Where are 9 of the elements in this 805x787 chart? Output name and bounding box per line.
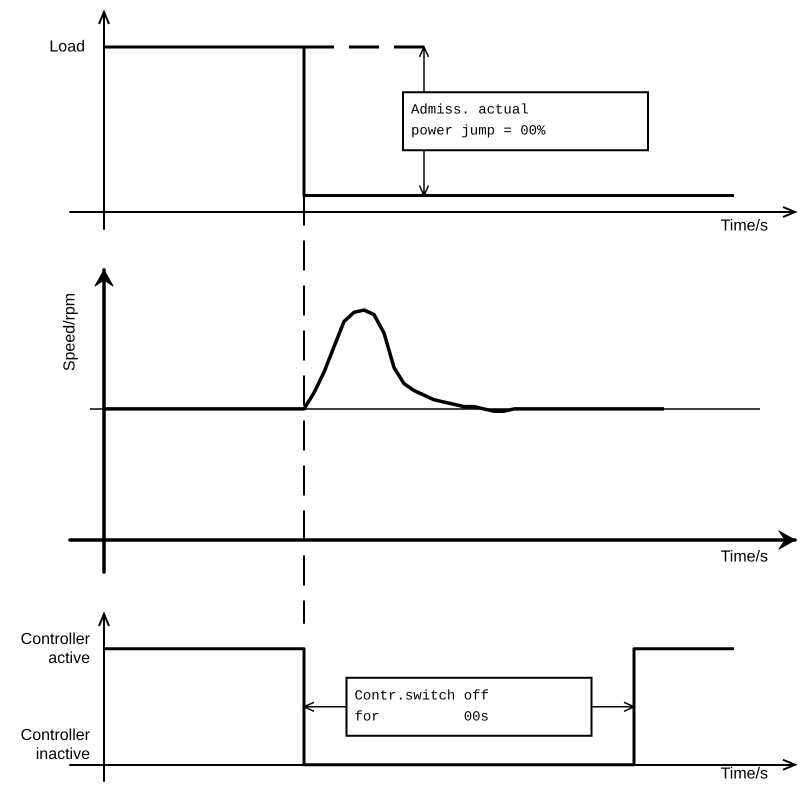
annotation: Contr.switch off for 00s bbox=[354, 688, 489, 726]
x-axis-title: Time/s bbox=[720, 765, 768, 782]
text: Controller inactive bbox=[20, 726, 91, 763]
annotation: Admiss. actual power jump = 00% bbox=[411, 102, 546, 140]
text: Controller active bbox=[20, 630, 91, 667]
x-axis-title: Time/s bbox=[720, 548, 768, 566]
x-axis-title: Time/s bbox=[720, 218, 768, 235]
y-axis-title: Speed/rpm bbox=[62, 292, 78, 372]
y-axis-title: Load bbox=[49, 38, 85, 56]
